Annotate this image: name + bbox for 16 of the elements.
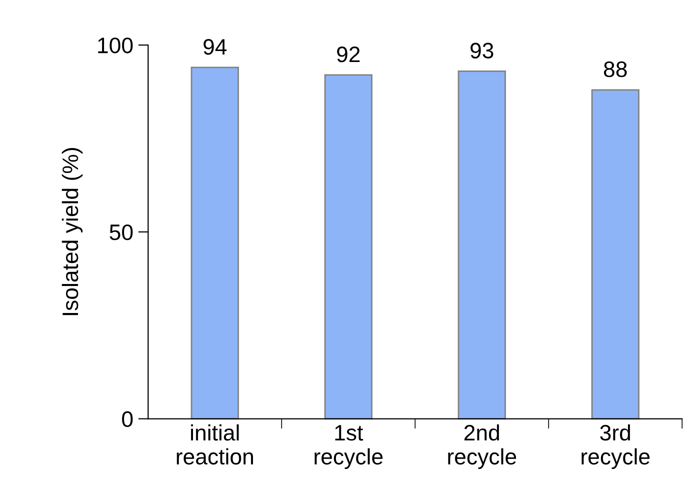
data-label: 94	[204, 39, 227, 55]
data-label: 92	[337, 46, 360, 62]
x-tick-label: 2nd recycle	[448, 424, 516, 469]
x-tick-label: initial reaction	[176, 424, 253, 465]
x-tick-label: 1st recycle	[314, 425, 383, 469]
y-tick-label: 0	[122, 411, 133, 428]
data-label: 93	[470, 42, 494, 58]
y-tick-label: 50	[110, 224, 133, 240]
data-label: 88	[604, 61, 627, 78]
x-tick-label: 3rd recycle	[582, 424, 650, 469]
bar	[591, 89, 640, 420]
y-tick-label: 100	[98, 38, 133, 54]
bar	[324, 74, 372, 420]
bar	[458, 70, 506, 420]
y-axis-title: Isolated yield (%)	[62, 148, 83, 316]
bar	[190, 66, 239, 420]
